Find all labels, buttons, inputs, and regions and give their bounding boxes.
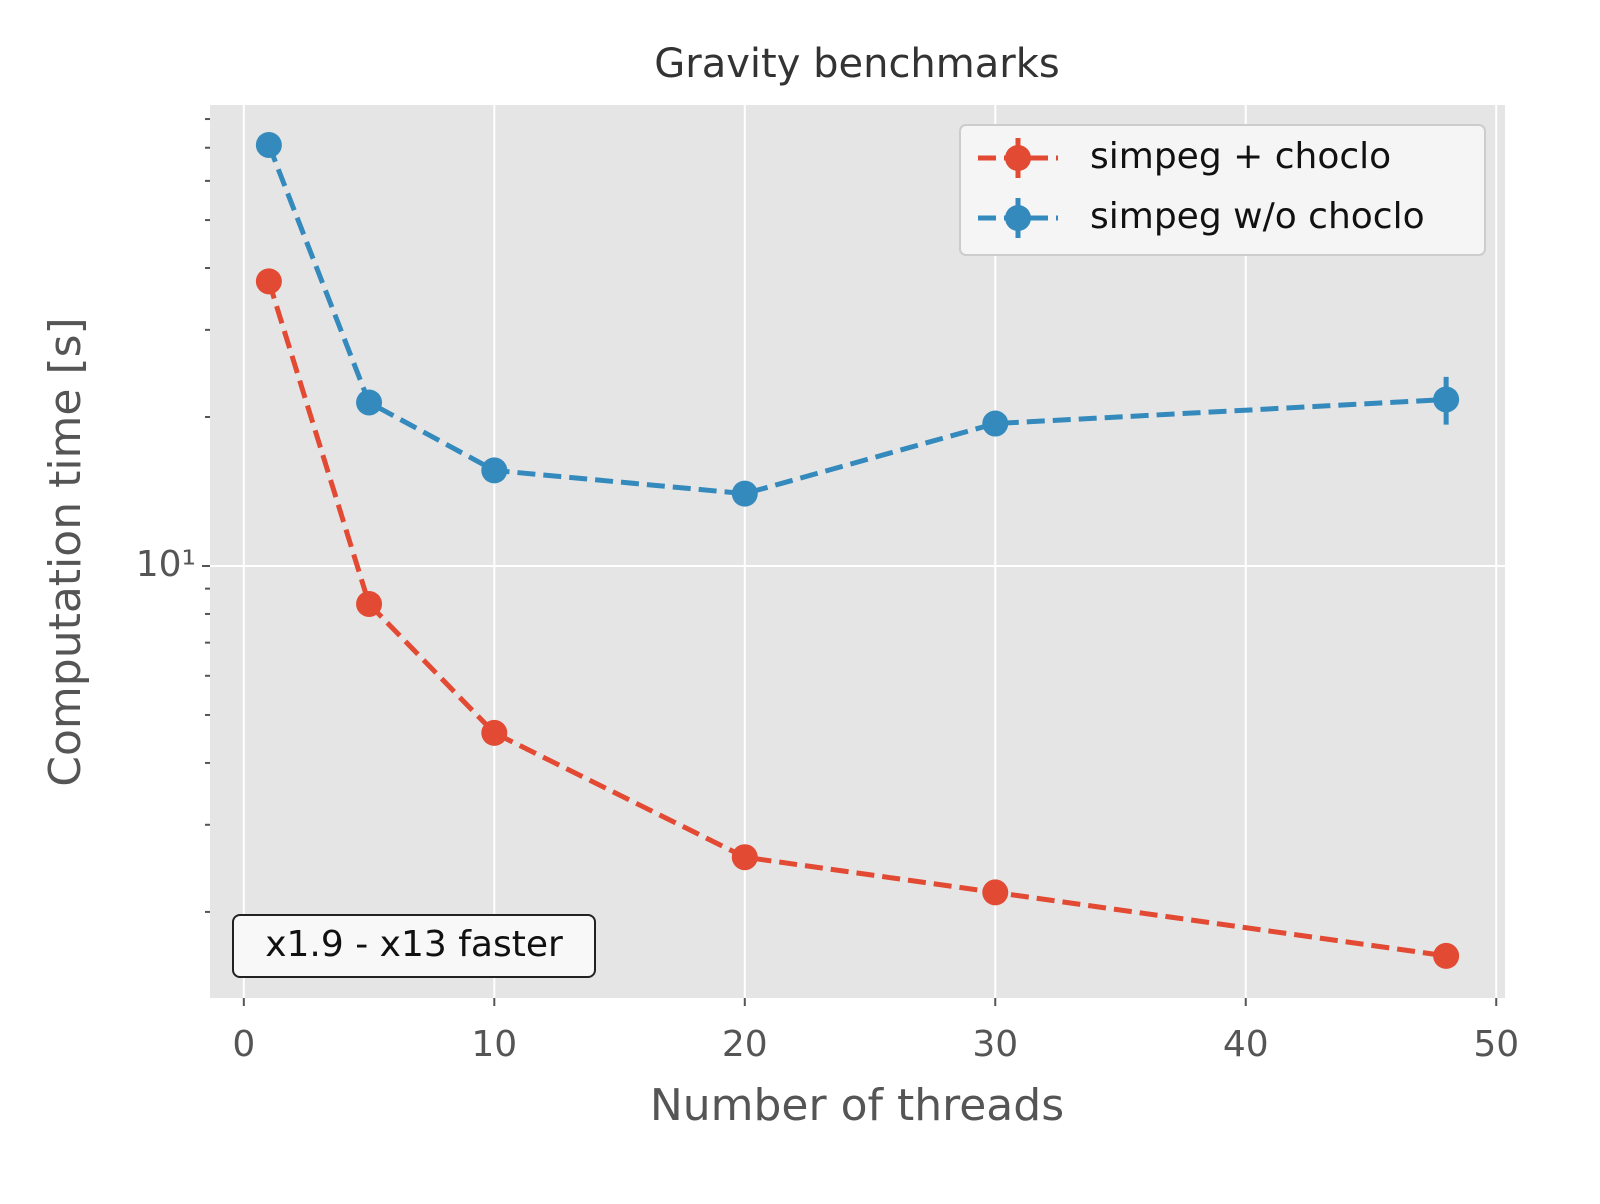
- legend-label: simpeg + choclo: [1090, 136, 1391, 177]
- x-tick-label: 0: [232, 1024, 255, 1065]
- marker: [731, 480, 758, 507]
- x-tick-label: 50: [1473, 1024, 1519, 1065]
- marker: [356, 590, 383, 617]
- legend-marker: [1005, 145, 1031, 171]
- series-line: [266, 280, 1447, 959]
- annotation-box: [232, 914, 596, 978]
- marker: [481, 719, 508, 746]
- legend-marker: [1005, 205, 1031, 231]
- legend-label: simpeg w/o choclo: [1090, 196, 1425, 237]
- y-tick-label: 10¹: [136, 544, 196, 585]
- x-tick-label: 30: [972, 1024, 1018, 1065]
- annotation: x1.9 - x13 faster: [265, 924, 563, 965]
- x-tick-label: 20: [722, 1024, 768, 1065]
- marker: [982, 879, 1009, 906]
- legend-box: [959, 124, 1486, 256]
- marker: [481, 457, 508, 484]
- marker: [1433, 942, 1460, 969]
- marker: [356, 389, 383, 416]
- chart-title: Gravity benchmarks: [654, 41, 1059, 87]
- marker: [731, 844, 758, 871]
- y-axis-label: Computation time [s]: [40, 317, 91, 786]
- x-axis-label: Number of threads: [650, 1080, 1064, 1131]
- marker: [255, 268, 282, 295]
- marker: [255, 131, 282, 158]
- marker: [1433, 386, 1460, 413]
- x-tick-label: 10: [471, 1024, 517, 1065]
- series-line: [266, 144, 1447, 497]
- marker: [982, 410, 1009, 437]
- x-tick-label: 40: [1223, 1024, 1269, 1065]
